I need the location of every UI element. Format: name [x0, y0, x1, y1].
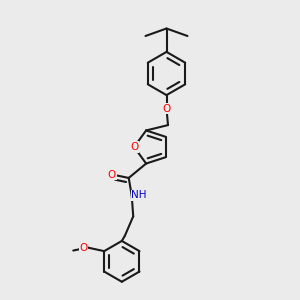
Text: O: O	[80, 242, 88, 253]
Text: O: O	[130, 142, 138, 152]
Text: O: O	[162, 103, 171, 114]
Text: O: O	[108, 170, 116, 180]
Text: NH: NH	[131, 190, 147, 200]
